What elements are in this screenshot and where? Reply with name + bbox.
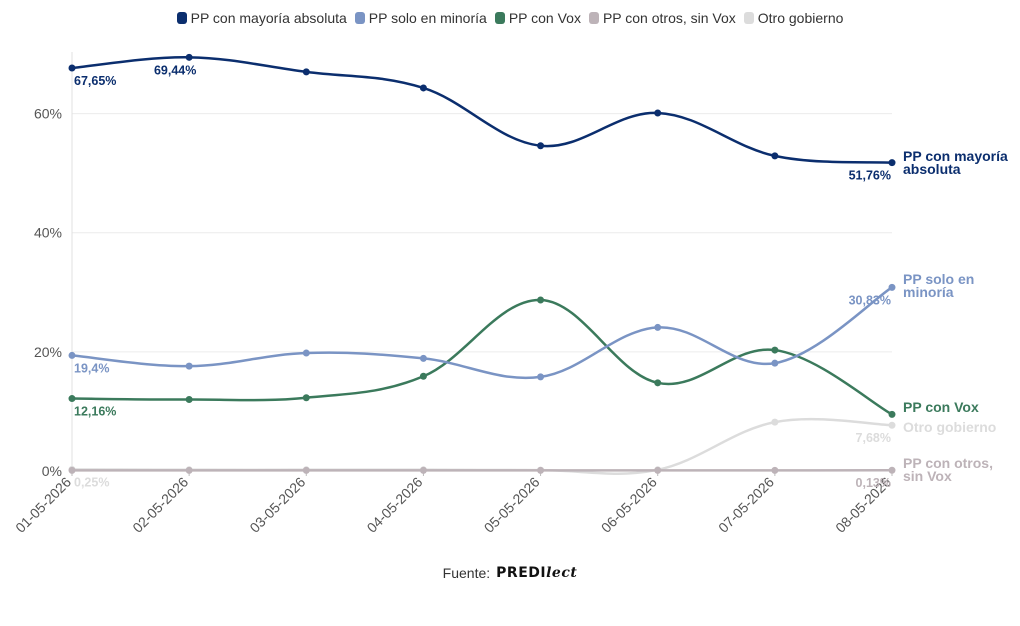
series-end-label: minoría (903, 284, 954, 300)
data-point (68, 395, 76, 403)
legend-swatch (176, 12, 187, 24)
data-label: 0,13% (856, 476, 891, 490)
series-line (71, 56, 893, 164)
legend-swatch (743, 12, 754, 24)
data-point (537, 466, 545, 474)
logo-script-text: lect (546, 565, 578, 581)
data-point (419, 372, 427, 380)
data-point (537, 142, 545, 150)
data-label: 0,25% (74, 476, 109, 490)
y-tick-label: 0% (42, 463, 62, 479)
data-point (302, 68, 310, 76)
data-point (185, 396, 193, 404)
data-label: 51,76% (849, 169, 891, 183)
data-point (888, 421, 896, 429)
x-tick-label: 01-05-2026 (12, 474, 74, 536)
chart-legend: PP con mayoría absoluta PP solo en minorí… (0, 10, 1020, 26)
series-end-label: PP con mayoría (903, 148, 1008, 164)
data-point (771, 418, 779, 426)
x-tick-label: 05-05-2026 (481, 474, 543, 536)
data-point (654, 466, 662, 474)
source-label: Fuente: (442, 565, 491, 581)
series-end-label: PP con Vox (903, 399, 979, 415)
data-point (771, 359, 779, 367)
legend-item[interactable]: PP con Vox (494, 10, 581, 26)
series-end-label: PP solo en (903, 271, 974, 287)
series-end-label: sin Vox (903, 468, 952, 484)
data-point (654, 109, 662, 117)
data-point (771, 466, 779, 474)
legend-label: Otro gobierno (757, 10, 844, 26)
data-point (888, 466, 896, 474)
series-line (71, 298, 893, 416)
data-point (68, 64, 76, 72)
x-tick-label: 02-05-2026 (129, 474, 191, 536)
data-point (68, 351, 76, 359)
data-point (771, 346, 779, 354)
legend-item[interactable]: PP con mayoría absoluta (176, 10, 347, 26)
x-tick-label: 06-05-2026 (598, 474, 660, 536)
data-label: 7,68% (856, 431, 891, 445)
data-point (68, 466, 76, 474)
data-point (654, 379, 662, 387)
legend-item[interactable]: PP solo en minoría (354, 10, 487, 26)
data-point (537, 373, 545, 381)
legend-swatch (588, 12, 599, 24)
logo-bold-text: PREDI (496, 565, 547, 581)
series-line (71, 417, 893, 475)
data-label: 19,4% (74, 361, 109, 375)
legend-label: PP con mayoría absoluta (190, 10, 347, 26)
data-point (888, 283, 896, 291)
legend-item[interactable]: Otro gobierno (743, 10, 844, 26)
data-label: 67,65% (74, 74, 116, 88)
x-tick-label: 07-05-2026 (715, 474, 777, 536)
x-tick-label: 03-05-2026 (246, 474, 308, 536)
data-point (419, 354, 427, 362)
legend-label: PP con Vox (508, 10, 581, 26)
series-end-label: absoluta (903, 161, 961, 177)
x-tick-label: 04-05-2026 (364, 474, 426, 536)
legend-label: PP solo en minoría (368, 10, 487, 26)
data-point (185, 53, 193, 61)
data-point (888, 410, 896, 418)
data-point (302, 349, 310, 357)
data-label: 30,83% (849, 293, 891, 307)
data-point (302, 394, 310, 402)
data-point (888, 159, 896, 167)
series-end-label: Otro gobierno (903, 419, 996, 435)
legend-label: PP con otros, sin Vox (602, 10, 736, 26)
legend-swatch (354, 12, 365, 24)
data-point (419, 466, 427, 474)
source-line: Fuente: PREDIlect (0, 565, 1020, 581)
series-end-label: PP con otros, (903, 455, 993, 471)
legend-swatch (494, 12, 505, 24)
prediLect-logo: PREDIlect (496, 565, 577, 581)
data-point (302, 466, 310, 474)
y-tick-label: 60% (34, 106, 62, 122)
data-point (771, 152, 779, 160)
data-point (537, 296, 545, 304)
y-tick-label: 20% (34, 344, 62, 360)
data-point (185, 362, 193, 370)
data-label: 12,16% (74, 405, 116, 419)
data-point (654, 323, 662, 331)
data-label: 69,44% (154, 63, 196, 77)
legend-item[interactable]: PP con otros, sin Vox (588, 10, 736, 26)
y-tick-label: 40% (34, 225, 62, 241)
data-point (185, 466, 193, 474)
data-point (419, 84, 427, 92)
